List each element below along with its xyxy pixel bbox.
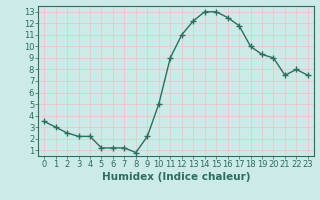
X-axis label: Humidex (Indice chaleur): Humidex (Indice chaleur): [102, 172, 250, 182]
